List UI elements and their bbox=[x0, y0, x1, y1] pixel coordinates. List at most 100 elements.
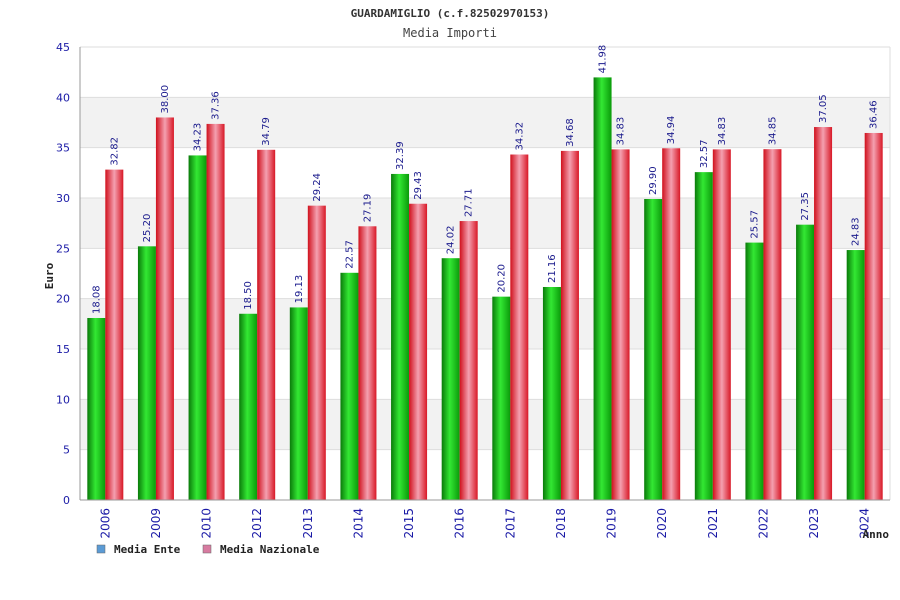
bars bbox=[87, 77, 883, 501]
y-tick-label: 25 bbox=[56, 242, 70, 255]
data-label-media-nazionale: 29.43 bbox=[413, 171, 424, 200]
bar-media-ente bbox=[796, 224, 815, 500]
bar-media-ente bbox=[846, 250, 865, 500]
legend-label-media-ente: Media Ente bbox=[114, 543, 181, 556]
data-label-media-nazionale: 29.24 bbox=[312, 173, 323, 202]
data-label-media-ente: 27.35 bbox=[800, 192, 811, 221]
data-label-media-ente: 24.83 bbox=[851, 217, 862, 246]
plot-band bbox=[80, 47, 890, 98]
data-labels: 18.08 32.82 25.20 38.00 34.23 37.36 18.50 34.79… bbox=[91, 45, 879, 314]
x-tick-label: 2006 bbox=[98, 508, 112, 539]
bar-media-ente bbox=[694, 172, 713, 500]
bar-media-nazionale bbox=[611, 149, 630, 501]
x-tick-label: 2018 bbox=[554, 508, 568, 539]
data-label-media-nazionale: 32.82 bbox=[109, 137, 120, 166]
data-label-media-ente: 29.90 bbox=[648, 166, 659, 195]
bar-media-nazionale bbox=[307, 205, 326, 500]
data-label-media-nazionale: 34.68 bbox=[565, 118, 576, 147]
data-label-media-ente: 18.50 bbox=[243, 281, 254, 310]
x-tick-label: 2013 bbox=[301, 508, 315, 539]
legend-label-media-nazionale: Media Nazionale bbox=[220, 543, 320, 556]
y-tick-label: 35 bbox=[56, 142, 70, 155]
bar-media-nazionale bbox=[763, 149, 782, 500]
y-axis-ticks: 0 5 10 15 20 25 30 35 40 45 bbox=[56, 41, 70, 507]
y-tick-label: 20 bbox=[56, 293, 70, 306]
data-label-media-ente: 32.39 bbox=[395, 141, 406, 170]
data-label-media-nazionale: 34.32 bbox=[514, 122, 525, 151]
y-axis-label: Euro bbox=[43, 262, 56, 289]
data-label-media-nazionale: 36.46 bbox=[869, 100, 880, 129]
bar-media-nazionale bbox=[864, 132, 883, 500]
bar-media-ente bbox=[137, 246, 156, 500]
x-tick-label: 2020 bbox=[655, 508, 669, 539]
data-label-media-nazionale: 34.79 bbox=[261, 117, 272, 146]
data-label-media-ente: 22.57 bbox=[344, 240, 355, 269]
x-tick-label: 2014 bbox=[351, 508, 365, 539]
bar-media-ente bbox=[745, 242, 764, 500]
data-label-media-nazionale: 34.83 bbox=[616, 117, 627, 146]
x-tick-label: 2023 bbox=[807, 508, 821, 539]
x-tick-label: 2010 bbox=[200, 508, 214, 539]
x-tick-label: 2015 bbox=[402, 508, 416, 539]
data-label-media-nazionale: 27.71 bbox=[464, 188, 475, 217]
y-tick-label: 5 bbox=[63, 444, 70, 457]
data-label-media-ente: 25.57 bbox=[749, 210, 760, 239]
chart-subtitle: Media Importi bbox=[403, 26, 497, 40]
bar-media-nazionale bbox=[459, 221, 478, 500]
data-label-media-nazionale: 34.94 bbox=[666, 116, 677, 145]
y-tick-label: 30 bbox=[56, 192, 70, 205]
bar-media-ente bbox=[542, 286, 561, 500]
legend: Media Ente Media Nazionale bbox=[96, 543, 320, 556]
y-tick-label: 10 bbox=[56, 393, 70, 406]
bar-media-nazionale bbox=[662, 148, 681, 500]
bar-media-ente bbox=[391, 173, 410, 500]
bar-media-nazionale bbox=[257, 149, 276, 500]
legend-swatch-media-ente bbox=[96, 544, 106, 554]
data-label-media-ente: 32.57 bbox=[699, 139, 710, 168]
data-label-media-nazionale: 38.00 bbox=[160, 85, 171, 114]
bar-media-nazionale bbox=[206, 123, 225, 500]
data-label-media-ente: 25.20 bbox=[142, 214, 153, 243]
x-tick-label: 2012 bbox=[250, 508, 264, 539]
data-label-media-ente: 21.16 bbox=[547, 254, 558, 283]
y-tick-label: 0 bbox=[63, 494, 70, 507]
x-tick-label: 2019 bbox=[605, 508, 619, 539]
y-tick-label: 45 bbox=[56, 41, 70, 54]
y-tick-label: 40 bbox=[56, 91, 70, 104]
data-label-media-nazionale: 34.85 bbox=[767, 117, 778, 146]
data-label-media-ente: 24.02 bbox=[446, 226, 457, 255]
x-axis-ticks: 2006 2009 2010 2012 2013 2014 2015 2016 2017 2018… bbox=[98, 508, 871, 539]
x-tick-label: 2017 bbox=[503, 508, 517, 539]
data-label-media-nazionale: 27.19 bbox=[362, 194, 373, 223]
x-tick-label: 2022 bbox=[756, 508, 770, 539]
x-axis-label: Anno bbox=[863, 528, 890, 541]
bar-media-ente bbox=[289, 307, 308, 500]
bar-media-nazionale bbox=[712, 149, 731, 501]
bar-media-ente bbox=[239, 313, 258, 500]
x-tick-label: 2016 bbox=[453, 508, 467, 539]
data-label-media-ente: 20.20 bbox=[496, 264, 507, 293]
bar-media-ente bbox=[441, 258, 460, 500]
bar-media-ente bbox=[593, 77, 612, 500]
data-label-media-nazionale: 34.83 bbox=[717, 117, 728, 146]
bar-media-nazionale bbox=[155, 117, 174, 500]
data-label-media-nazionale: 37.36 bbox=[211, 91, 222, 120]
data-label-media-ente: 18.08 bbox=[91, 285, 102, 314]
data-label-media-ente: 34.23 bbox=[193, 123, 204, 152]
bar-media-ente bbox=[87, 317, 106, 500]
bar-media-nazionale bbox=[814, 127, 833, 500]
bar-media-nazionale bbox=[358, 226, 377, 500]
x-tick-label: 2021 bbox=[706, 508, 720, 539]
bar-media-ente bbox=[644, 199, 663, 501]
bar-media-nazionale bbox=[560, 150, 579, 500]
bar-media-ente bbox=[188, 155, 207, 500]
bar-media-nazionale bbox=[409, 203, 428, 500]
data-label-media-ente: 19.13 bbox=[294, 275, 305, 304]
bar-media-nazionale bbox=[510, 154, 529, 500]
x-tick-label: 2024 bbox=[858, 508, 872, 539]
y-tick-label: 15 bbox=[56, 343, 70, 356]
bar-media-nazionale bbox=[105, 169, 124, 500]
data-label-media-nazionale: 37.05 bbox=[818, 94, 829, 123]
x-tick-label: 2009 bbox=[149, 508, 163, 539]
